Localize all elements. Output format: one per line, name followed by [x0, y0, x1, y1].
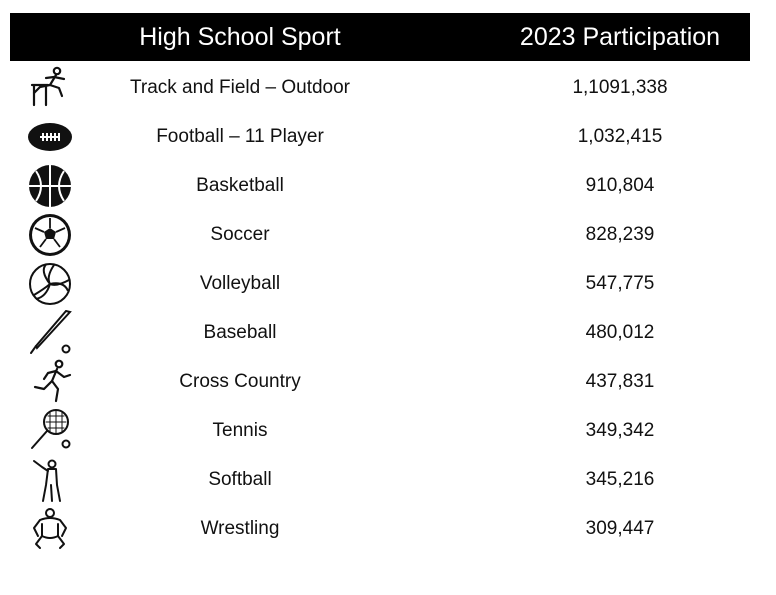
sport-name: Cross Country	[179, 370, 301, 392]
table-row: Baseball 480,012	[10, 308, 750, 357]
participation-value: 1,032,415	[577, 125, 663, 147]
baseball-bat-icon	[26, 310, 74, 356]
participation-value: 349,342	[585, 419, 655, 441]
tennis-racket-icon	[26, 408, 74, 454]
football-icon	[26, 114, 74, 160]
table-row: Softball 345,216	[10, 455, 750, 504]
sport-name: Soccer	[210, 223, 270, 245]
table-row: Basketball 910,804	[10, 161, 750, 210]
participation-value: 547,775	[585, 272, 655, 294]
participation-value: 1,1091,338	[572, 76, 668, 98]
sport-name: Track and Field – Outdoor	[129, 76, 350, 98]
sport-name: Tennis	[212, 419, 268, 441]
participation-value: 910,804	[585, 174, 655, 196]
participation-value: 345,216	[585, 468, 655, 490]
wrestler-icon	[26, 506, 74, 552]
table-row: Football – 11 Player 1,032,415	[10, 112, 750, 161]
softball-batter-icon	[26, 457, 74, 503]
sport-name: Football – 11 Player	[156, 125, 324, 147]
table-row: Tennis 349,342	[10, 406, 750, 455]
participation-value: 309,447	[585, 517, 655, 539]
column-header-sport: High School Sport	[139, 22, 341, 51]
table-header: High School Sport 2023 Participation	[10, 13, 750, 61]
sport-name: Wrestling	[200, 517, 280, 539]
sport-name: Baseball	[203, 321, 277, 343]
table-row: Soccer 828,239	[10, 210, 750, 259]
participation-value: 828,239	[585, 223, 655, 245]
basketball-icon	[26, 163, 74, 209]
table-row: Volleyball 547,775	[10, 259, 750, 308]
sport-name: Basketball	[196, 174, 284, 196]
table-row: Cross Country 437,831	[10, 357, 750, 406]
table-row: Track and Field – Outdoor 1,1091,338	[10, 63, 750, 112]
column-header-participation: 2023 Participation	[519, 22, 721, 51]
volleyball-icon	[26, 261, 74, 307]
participation-value: 480,012	[585, 321, 655, 343]
soccer-ball-icon	[26, 212, 74, 258]
table-row: Wrestling 309,447	[10, 504, 750, 553]
hurdler-icon	[26, 65, 74, 111]
participation-value: 437,831	[585, 370, 655, 392]
runner-icon	[26, 359, 74, 405]
sport-name: Softball	[208, 468, 272, 490]
sport-name: Volleyball	[199, 272, 281, 294]
